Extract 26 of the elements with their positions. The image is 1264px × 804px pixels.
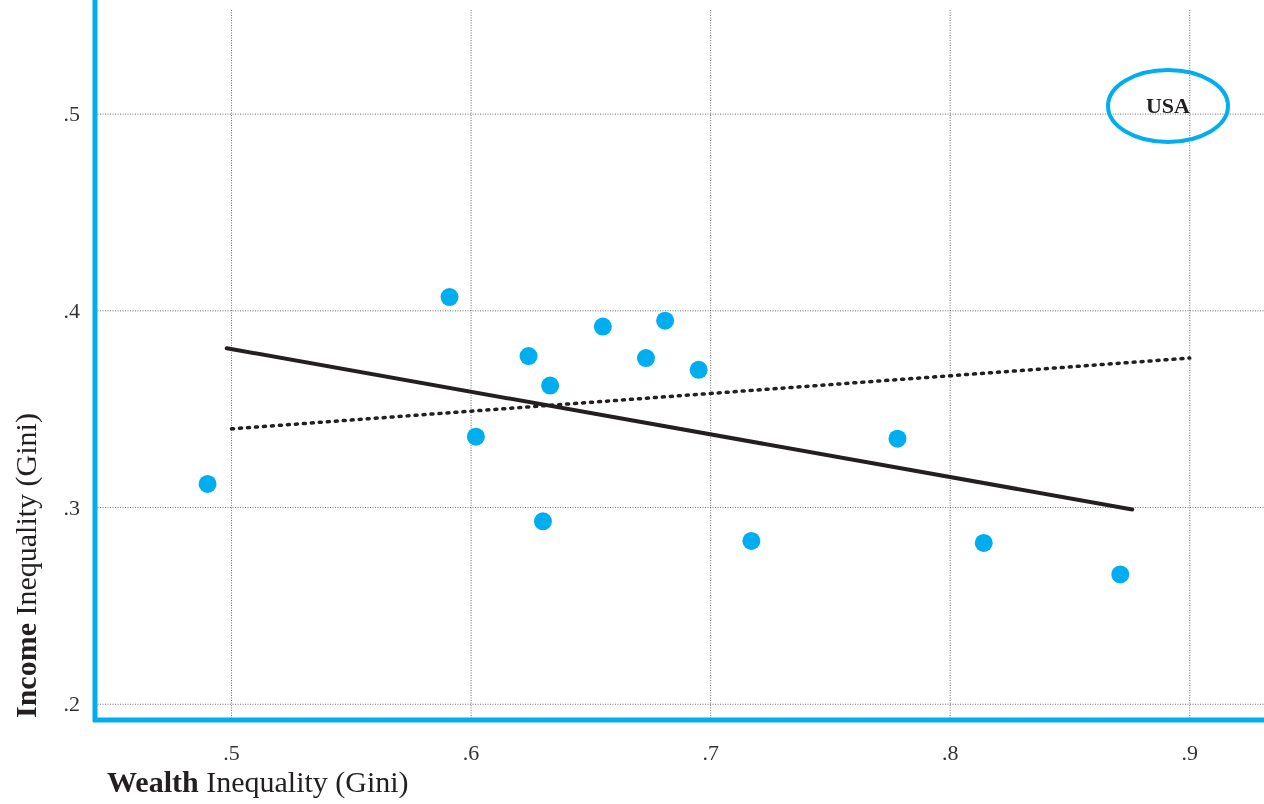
y-tick-label: .2 <box>63 691 80 717</box>
point <box>974 533 993 552</box>
y-tick-label: .3 <box>63 494 80 520</box>
point <box>1111 565 1130 584</box>
point <box>742 531 761 550</box>
point <box>593 317 612 336</box>
y-tick-label: .5 <box>63 101 80 127</box>
point <box>466 427 485 446</box>
annotation: USA <box>1145 93 1191 118</box>
x-tick-label: .8 <box>941 740 959 765</box>
point <box>888 429 907 448</box>
point <box>656 311 675 330</box>
x-axis-title: Wealth Inequality (Gini) <box>107 765 409 799</box>
x-tick-label: .5 <box>223 740 240 765</box>
point <box>533 512 552 531</box>
point <box>689 360 708 379</box>
point <box>541 376 560 395</box>
point <box>198 474 217 493</box>
y-tick-label: .4 <box>63 297 80 323</box>
x-tick-label: .9 <box>1181 740 1198 765</box>
y-axis-title: Income Inequality (Gini) <box>9 413 43 718</box>
point <box>440 288 459 307</box>
x-tick-label: .7 <box>702 740 719 765</box>
point <box>636 349 655 368</box>
point <box>519 347 538 366</box>
x-tick-label: .6 <box>462 740 480 765</box>
